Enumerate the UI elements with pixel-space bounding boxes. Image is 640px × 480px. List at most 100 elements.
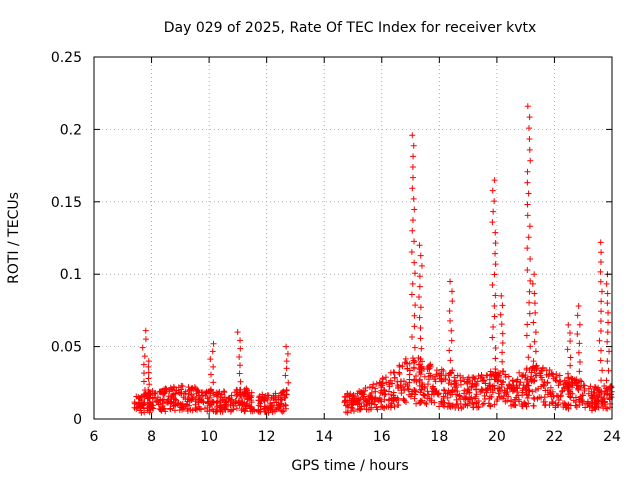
data-point: [499, 339, 506, 346]
data-point: [264, 392, 271, 399]
data-point: [524, 376, 531, 383]
data-point: [489, 334, 496, 341]
data-point: [157, 406, 164, 413]
data-point: [567, 338, 574, 345]
data-point: [400, 396, 407, 403]
data-point: [410, 195, 417, 202]
data-point: [524, 394, 531, 401]
data-point: [237, 337, 244, 344]
data-point: [442, 376, 449, 383]
data-point: [244, 387, 251, 394]
data-point: [215, 390, 222, 397]
data-point: [499, 349, 506, 356]
data-point: [155, 401, 162, 408]
data-point: [262, 404, 269, 411]
data-point: [438, 378, 445, 385]
data-point: [424, 395, 431, 402]
data-point: [154, 394, 161, 401]
data-point: [519, 373, 526, 380]
data-point: [283, 358, 290, 365]
data-point: [411, 395, 418, 402]
data-point: [456, 392, 463, 399]
data-point: [589, 395, 596, 402]
data-point: [597, 347, 604, 354]
data-point: [504, 397, 511, 404]
data-point: [369, 384, 376, 391]
data-point: [444, 390, 451, 397]
data-point: [418, 379, 425, 386]
data-point: [359, 391, 366, 398]
data-point: [223, 399, 230, 406]
data-point: [161, 405, 168, 412]
peak-point: [145, 358, 152, 365]
data-point: [396, 363, 403, 370]
data-point: [145, 363, 152, 370]
data-point: [449, 298, 456, 305]
data-point: [417, 304, 424, 311]
data-point: [356, 400, 363, 407]
data-point: [489, 282, 496, 289]
data-point: [604, 290, 611, 297]
data-point: [575, 387, 582, 394]
data-point: [382, 390, 389, 397]
data-point: [374, 406, 381, 413]
data-point: [228, 396, 235, 403]
data-point: [418, 262, 425, 269]
x-tick-label: 18: [430, 429, 448, 445]
y-tick-label: 0.1: [60, 267, 82, 283]
data-point: [431, 399, 438, 406]
data-point: [599, 367, 606, 374]
data-point: [237, 378, 244, 385]
data-point: [454, 400, 461, 407]
data-point: [268, 403, 275, 410]
x-tick-label: 14: [315, 429, 333, 445]
x-tick-label: 20: [488, 429, 506, 445]
data-point: [208, 387, 215, 394]
data-point: [409, 355, 416, 362]
data-point: [278, 389, 285, 396]
data-point: [275, 396, 282, 403]
data-point: [591, 384, 598, 391]
x-tick-label: 12: [258, 429, 276, 445]
data-point: [159, 400, 166, 407]
data-point: [497, 377, 504, 384]
data-point: [146, 390, 153, 397]
data-point: [221, 394, 228, 401]
data-point: [379, 390, 386, 397]
data-point: [380, 405, 387, 412]
data-point: [499, 330, 506, 337]
data-point: [388, 391, 395, 398]
data-point: [412, 270, 419, 277]
data-point: [525, 387, 532, 394]
data-point: [131, 404, 138, 411]
data-point: [491, 313, 498, 320]
data-point: [412, 302, 419, 309]
data-point: [572, 402, 579, 409]
x-tick-label: 22: [546, 429, 564, 445]
data-point: [427, 372, 434, 379]
data-point: [416, 368, 423, 375]
data-point: [517, 379, 524, 386]
data-point: [387, 403, 394, 410]
data-point: [370, 381, 377, 388]
data-point: [412, 391, 419, 398]
data-point: [244, 396, 251, 403]
data-point: [523, 391, 530, 398]
y-axis-label: ROTI / TECUs: [6, 192, 22, 284]
data-point: [401, 397, 408, 404]
data-point: [467, 395, 474, 402]
data-point: [491, 303, 498, 310]
data-point: [484, 385, 491, 392]
data-point: [207, 356, 214, 363]
data-point: [487, 403, 494, 410]
data-point: [498, 321, 505, 328]
data-point: [598, 393, 605, 400]
data-point: [565, 387, 572, 394]
data-point: [509, 401, 516, 408]
data-point: [483, 387, 490, 394]
data-point: [473, 380, 480, 387]
data-point: [461, 378, 468, 385]
data-point: [409, 227, 416, 234]
data-point: [524, 266, 531, 273]
data-point: [449, 387, 456, 394]
